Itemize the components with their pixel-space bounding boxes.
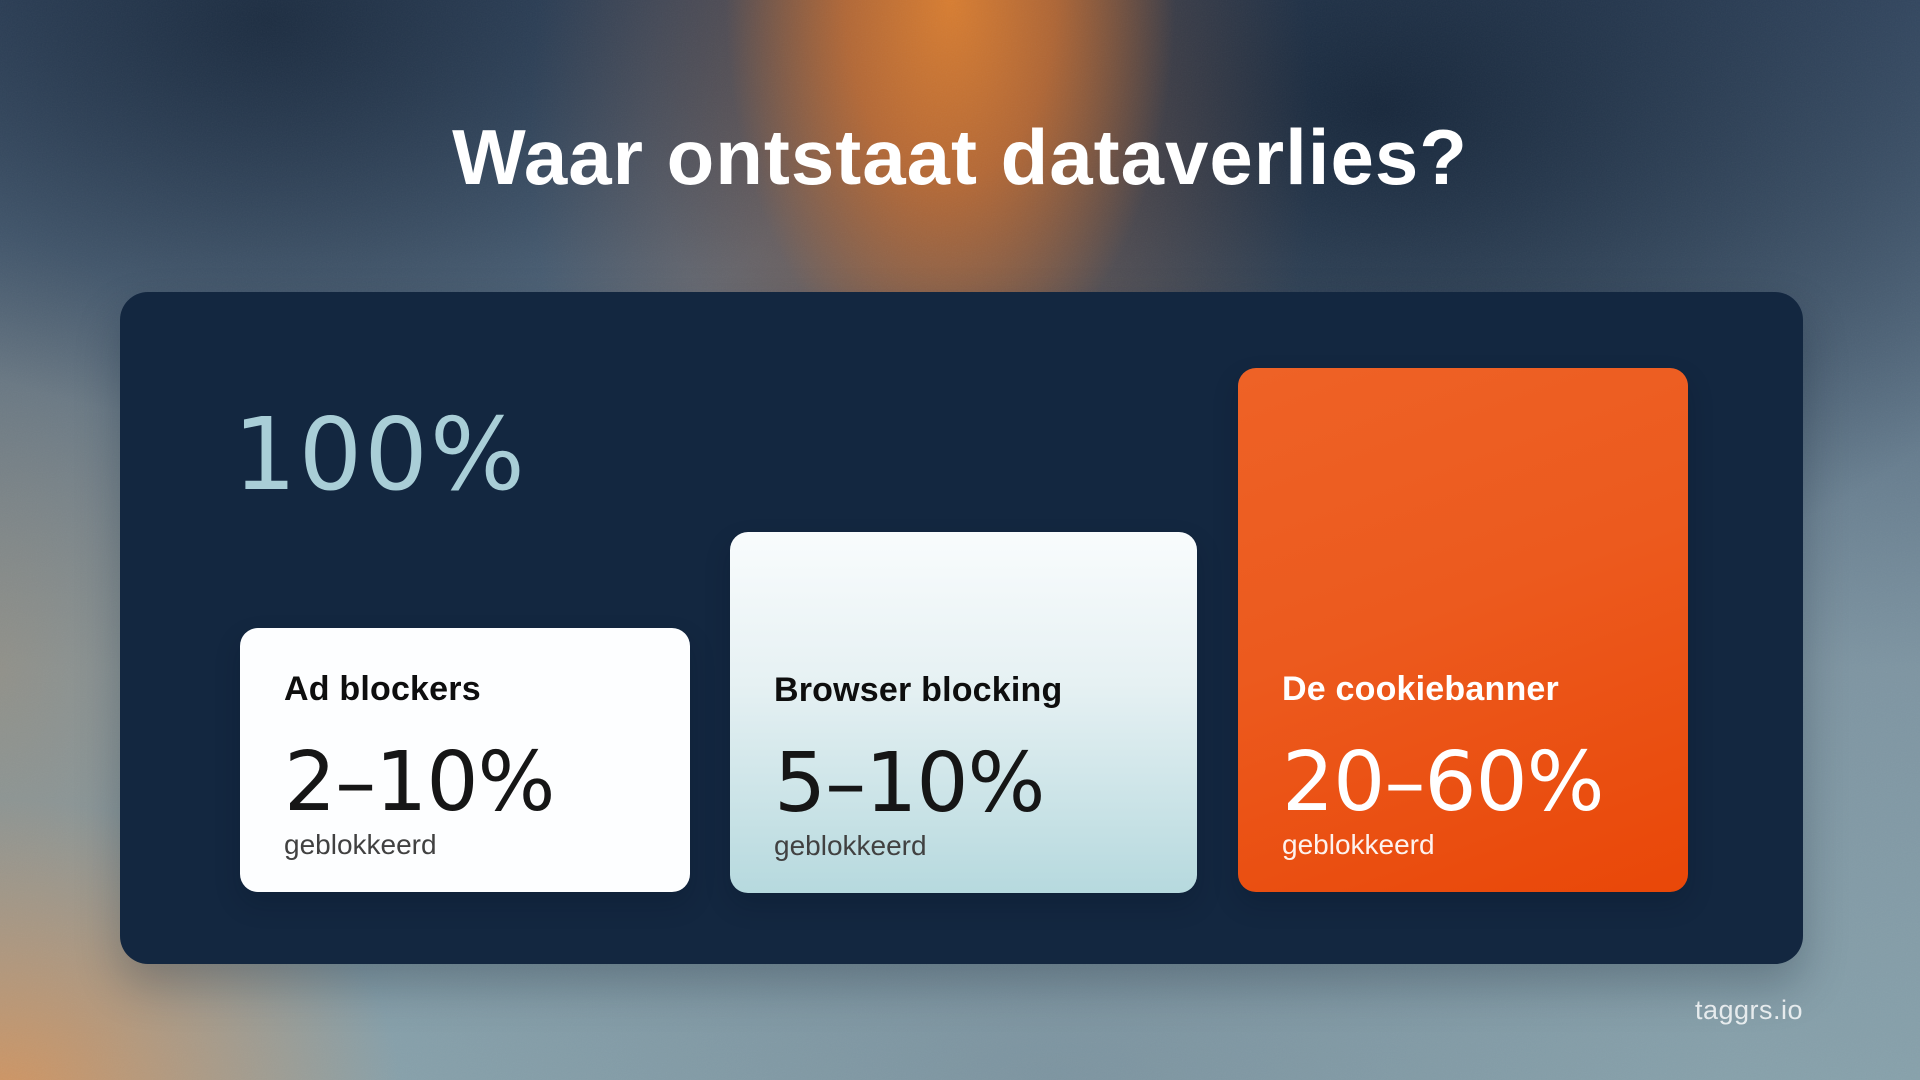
brand-watermark: taggrs.io — [1694, 995, 1803, 1025]
card-unit-label: geblokkeerd — [774, 830, 927, 862]
card-heading: Ad blockers — [284, 669, 481, 708]
card-value: 2–10% — [284, 735, 555, 831]
page-title: Waar ontstaat dataverlies? — [452, 113, 1468, 201]
card-unit-label: geblokkeerd — [1282, 829, 1435, 861]
card-value: 20–60% — [1282, 735, 1605, 831]
bar-card-cookiebanner: De cookiebanner 20–60% geblokkeerd — [1238, 368, 1688, 892]
card-content: Browser blocking 5–10% geblokkeerd — [774, 669, 1177, 863]
card-content: Ad blockers 2–10% geblokkeerd — [284, 668, 670, 862]
card-heading: Browser blocking — [774, 670, 1063, 709]
card-heading: De cookiebanner — [1282, 669, 1559, 708]
card-unit-label: geblokkeerd — [284, 829, 437, 861]
card-value: 5–10% — [774, 736, 1045, 832]
baseline-100-label: 100% — [233, 396, 527, 513]
bar-card-ad-blockers: Ad blockers 2–10% geblokkeerd — [240, 628, 690, 892]
bar-card-browser-blocking: Browser blocking 5–10% geblokkeerd — [730, 532, 1197, 893]
chart-panel: 100% Ad blockers 2–10% geblokkeerd Brows… — [120, 292, 1803, 964]
card-content: De cookiebanner 20–60% geblokkeerd — [1282, 668, 1668, 862]
